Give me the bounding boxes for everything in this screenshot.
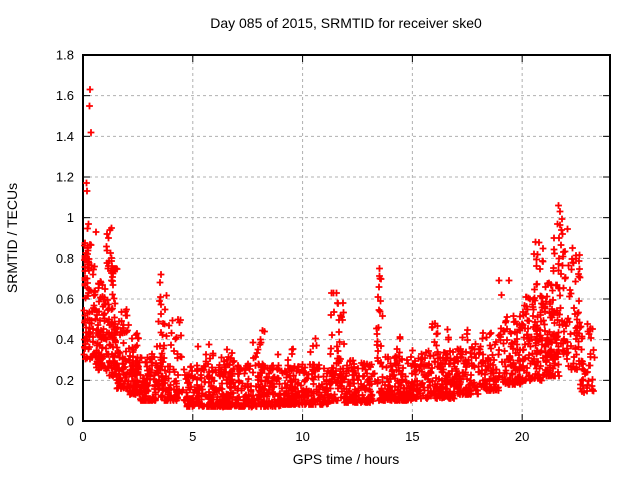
data-marker-crosses [80,86,598,411]
y-tick-label: 0 [67,414,74,429]
x-tick-label: 10 [295,429,309,444]
y-tick-label: 1 [67,210,74,225]
y-tick-label: 1.4 [56,129,74,144]
y-tick-label: 0.8 [56,251,74,266]
gridlines [83,55,610,421]
x-tick-label: 20 [515,429,529,444]
y-tick-label: 0.6 [56,292,74,307]
chart-title: Day 085 of 2015, SRMTID for receiver ske… [210,15,482,31]
x-axis-title: GPS time / hours [293,451,400,467]
scatter-points [80,86,598,411]
y-axis-title: SRMTID / TECUs [4,183,20,293]
x-tick-label: 0 [79,429,86,444]
axes [82,54,611,422]
y-tick-label: 0.2 [56,373,74,388]
y-tick-label: 1.2 [56,170,74,185]
tick-labels: 0 5 10 15 20 0 0.2 0.4 0.6 0.8 1 1.2 1.4 1.6 1.8 [56,48,529,445]
x-tick-label: 15 [405,429,419,444]
y-tick-label: 0.4 [56,332,74,347]
y-tick-label: 1.6 [56,88,74,103]
x-tick-label: 5 [189,429,196,444]
plot-border [82,54,611,422]
y-tick-label: 1.8 [56,48,74,63]
